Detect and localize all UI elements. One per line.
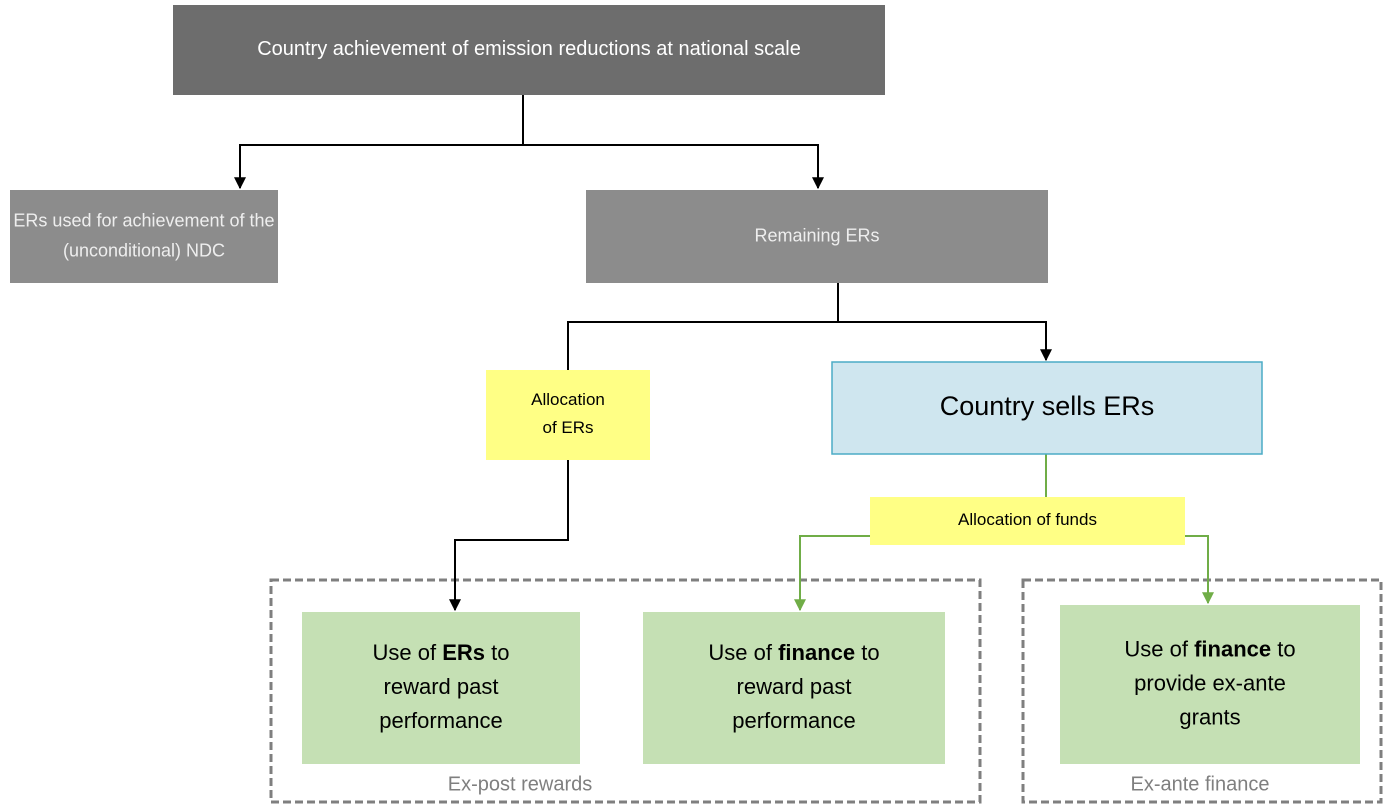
node-box [643, 612, 945, 764]
text-segment: Use of [1124, 636, 1194, 661]
connector [449, 460, 569, 612]
text-segment: Use of [373, 640, 443, 665]
group-label: Ex-ante finance [1131, 773, 1270, 795]
node-text: Allocation of funds [958, 510, 1097, 529]
node-text: of ERs [542, 418, 593, 437]
text-segment: grants [1179, 704, 1240, 729]
text-segment: to [855, 640, 879, 665]
node-box [1060, 605, 1360, 764]
node-text: Country sells ERs [940, 391, 1155, 421]
text-segment: reward past [737, 674, 852, 699]
node-text: reward past [737, 674, 852, 699]
node-text: reward past [384, 674, 499, 699]
group-box [1021, 578, 1383, 804]
node-box [10, 190, 278, 283]
text-segment: Remaining ERs [754, 225, 879, 245]
text-segment: Allocation [531, 390, 605, 409]
connector [1185, 535, 1214, 605]
text-segment: (unconditional) NDC [63, 240, 225, 260]
connector [838, 321, 1052, 362]
connector [234, 95, 524, 190]
node-box [486, 370, 650, 460]
node-text: (unconditional) NDC [63, 240, 225, 260]
node-text: Use of ERs to [373, 640, 510, 665]
group-box [269, 578, 982, 804]
node-text: performance [379, 708, 503, 733]
connector [794, 535, 870, 612]
text-segment: Allocation of funds [958, 510, 1097, 529]
connector [567, 283, 839, 370]
text-segment: ERs used for achievement of the [13, 210, 274, 230]
node-text: grants [1179, 704, 1240, 729]
node-box [870, 497, 1185, 545]
node-box [831, 361, 1263, 455]
node-text: Remaining ERs [754, 225, 879, 245]
node-text: ERs used for achievement of the [13, 210, 274, 230]
node-text: Allocation [531, 390, 605, 409]
node-box [302, 612, 580, 764]
text-segment: ERs [442, 640, 485, 665]
text-segment: to [1271, 636, 1295, 661]
text-segment: to [485, 640, 509, 665]
text-segment: Country achievement of emission reductio… [257, 38, 801, 60]
text-segment: reward past [384, 674, 499, 699]
text-segment: performance [732, 708, 856, 733]
text-segment: finance [1194, 636, 1271, 661]
text-segment: performance [379, 708, 503, 733]
node-box [173, 5, 885, 95]
group-label: Ex-post rewards [448, 773, 593, 795]
node-box [586, 190, 1048, 283]
text-segment: provide ex-ante [1134, 670, 1286, 695]
connector [523, 144, 824, 190]
node-text: Country achievement of emission reductio… [257, 38, 801, 60]
text-segment: Use of [708, 640, 778, 665]
node-text: performance [732, 708, 856, 733]
node-text: Use of finance to [708, 640, 879, 665]
node-text: Use of finance to [1124, 636, 1295, 661]
text-segment: Country sells ERs [940, 391, 1155, 421]
text-segment: of ERs [542, 418, 593, 437]
node-text: provide ex-ante [1134, 670, 1286, 695]
text-segment: finance [778, 640, 855, 665]
